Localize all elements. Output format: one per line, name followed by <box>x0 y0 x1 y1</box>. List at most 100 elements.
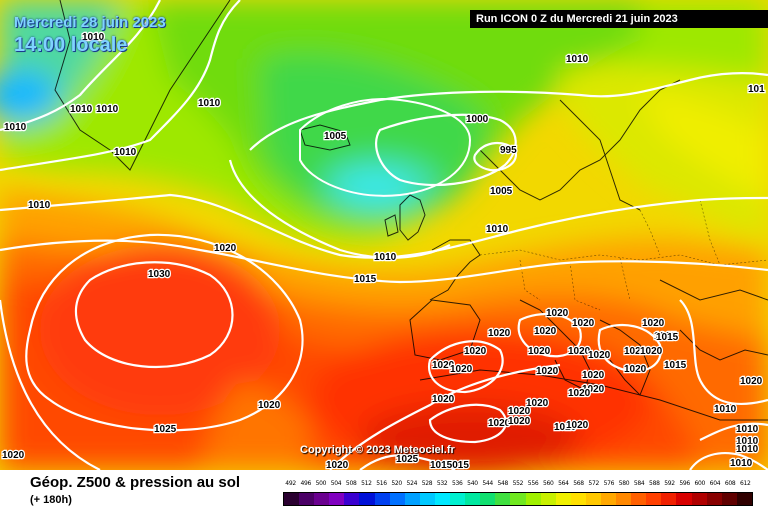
scale-label: 612 <box>739 480 751 487</box>
isobar-label: 1020 <box>536 366 559 377</box>
isobar-label: 1020 <box>534 326 557 337</box>
isobar-label: 1025 <box>154 424 177 435</box>
scale-label: 520 <box>391 480 402 487</box>
scale-label: 540 <box>467 480 478 487</box>
scale-swatch <box>706 493 722 505</box>
scale-swatch <box>600 493 617 505</box>
isobar-label: 1020 <box>526 398 549 409</box>
geopotential-field <box>0 0 768 470</box>
isobar-label: 1010 <box>374 252 397 263</box>
map-title: Géop. Z500 & pression au sol <box>30 474 241 491</box>
scale-swatch <box>736 493 752 505</box>
scale-label: 536 <box>452 480 463 487</box>
isobar-label: 1020 <box>624 364 647 375</box>
isobar-label: 1020 <box>554 422 577 433</box>
scale-swatch <box>631 493 647 505</box>
isobar-label: 1020 <box>528 346 551 357</box>
isobar-label: 1020 <box>488 418 511 429</box>
scale-swatch <box>555 493 571 505</box>
scale-label: 500 <box>315 480 327 487</box>
isobar-label: 1020 <box>642 318 665 329</box>
scale-swatch <box>570 493 586 505</box>
scale-swatch <box>389 493 405 505</box>
isobar-label: 1020 <box>640 346 663 357</box>
scale-label: 580 <box>618 480 630 487</box>
coastlines <box>54 0 768 421</box>
isobar-label: 1010 <box>730 458 753 469</box>
isobar-label: 1015 <box>354 274 377 285</box>
scale-label: 508 <box>345 480 357 487</box>
scale-swatch <box>450 493 466 505</box>
isobar-label: 1005 <box>324 131 347 142</box>
scale-swatch <box>359 493 375 505</box>
color-scale-labels: 492 496 500 504 508 512 516 520 524 528 532 536 540 5… <box>283 480 753 490</box>
isobars <box>0 0 768 470</box>
copyright: Copyright © 2023 Meteociel.fr <box>300 444 455 456</box>
scale-swatch <box>480 493 496 505</box>
scale-label: 524 <box>406 480 418 487</box>
scale-label: 556 <box>527 480 539 487</box>
isobar-label: 1010 <box>714 404 737 415</box>
scale-swatch <box>284 493 300 505</box>
scale-label: 548 <box>497 480 509 487</box>
borders <box>479 199 768 311</box>
isobar-label: 1020 <box>450 364 473 375</box>
run-info: Run ICON 0 Z du Mercredi 21 juin 2023 <box>470 10 768 28</box>
scale-swatch <box>661 493 677 505</box>
scale-swatch <box>616 493 632 505</box>
forecast-lead: (+ 180h) <box>30 494 72 506</box>
scale-label: 572 <box>588 480 599 487</box>
scale-swatch <box>676 493 692 505</box>
isobar-label: 1020 <box>588 350 611 361</box>
isobar-label: 1020 <box>582 370 605 381</box>
scale-swatch <box>419 493 435 505</box>
scale-swatch <box>585 493 601 505</box>
scale-label: 604 <box>709 480 721 487</box>
scale-label: 568 <box>573 480 584 487</box>
isobar-label: 1010 <box>114 147 137 158</box>
isobar-label: 1015 <box>654 331 677 342</box>
scale-swatch <box>374 493 390 505</box>
isobar-label: 1000 <box>466 114 489 125</box>
scale-label: 496 <box>300 480 312 487</box>
isobar-label: 1020 <box>566 420 589 431</box>
forecast-date: Mercredi 28 juin 2023 <box>14 14 166 31</box>
isobar-label: 1020 <box>488 328 511 339</box>
scale-swatch <box>434 493 451 505</box>
isobar-label: 1010 <box>736 436 759 447</box>
scale-swatch <box>721 493 737 505</box>
isobar-label: 1020 <box>546 308 569 319</box>
scale-label: 588 <box>649 480 660 487</box>
scale-label: 564 <box>558 480 569 487</box>
isobar-label: 1010 <box>486 224 509 235</box>
isobar-label: 1010 <box>70 104 93 115</box>
isobar-label: 1025 <box>396 454 419 465</box>
scale-swatch <box>465 493 481 505</box>
scale-swatch <box>646 493 662 505</box>
scale-label: 552 <box>512 480 524 487</box>
isobar-label: 1010 <box>566 54 589 65</box>
scale-swatch <box>299 493 315 505</box>
isobar-label: 1020 <box>508 406 531 417</box>
scale-label: 512 <box>361 480 372 487</box>
isobar-label: 1010 <box>4 122 27 133</box>
scale-swatch <box>495 493 511 505</box>
isobar-label: 1005 <box>490 186 513 197</box>
isobar-label: 1020 <box>258 400 281 411</box>
scale-label: 576 <box>603 480 615 487</box>
scale-swatch <box>691 493 707 505</box>
scale-swatch <box>344 493 360 505</box>
scale-label: 504 <box>330 480 342 487</box>
scale-swatch <box>540 493 556 505</box>
isobar-label: 1020 <box>582 384 605 395</box>
isobar-label: 1015015 <box>430 460 469 470</box>
isobar-label: 1020 <box>432 394 455 405</box>
isobar-label: 1010 <box>96 104 119 115</box>
scale-label: 544 <box>482 480 493 487</box>
scale-swatch <box>314 493 330 505</box>
scale-label: 584 <box>633 480 645 487</box>
scale-label: 600 <box>694 480 706 487</box>
scale-label: 560 <box>542 480 554 487</box>
